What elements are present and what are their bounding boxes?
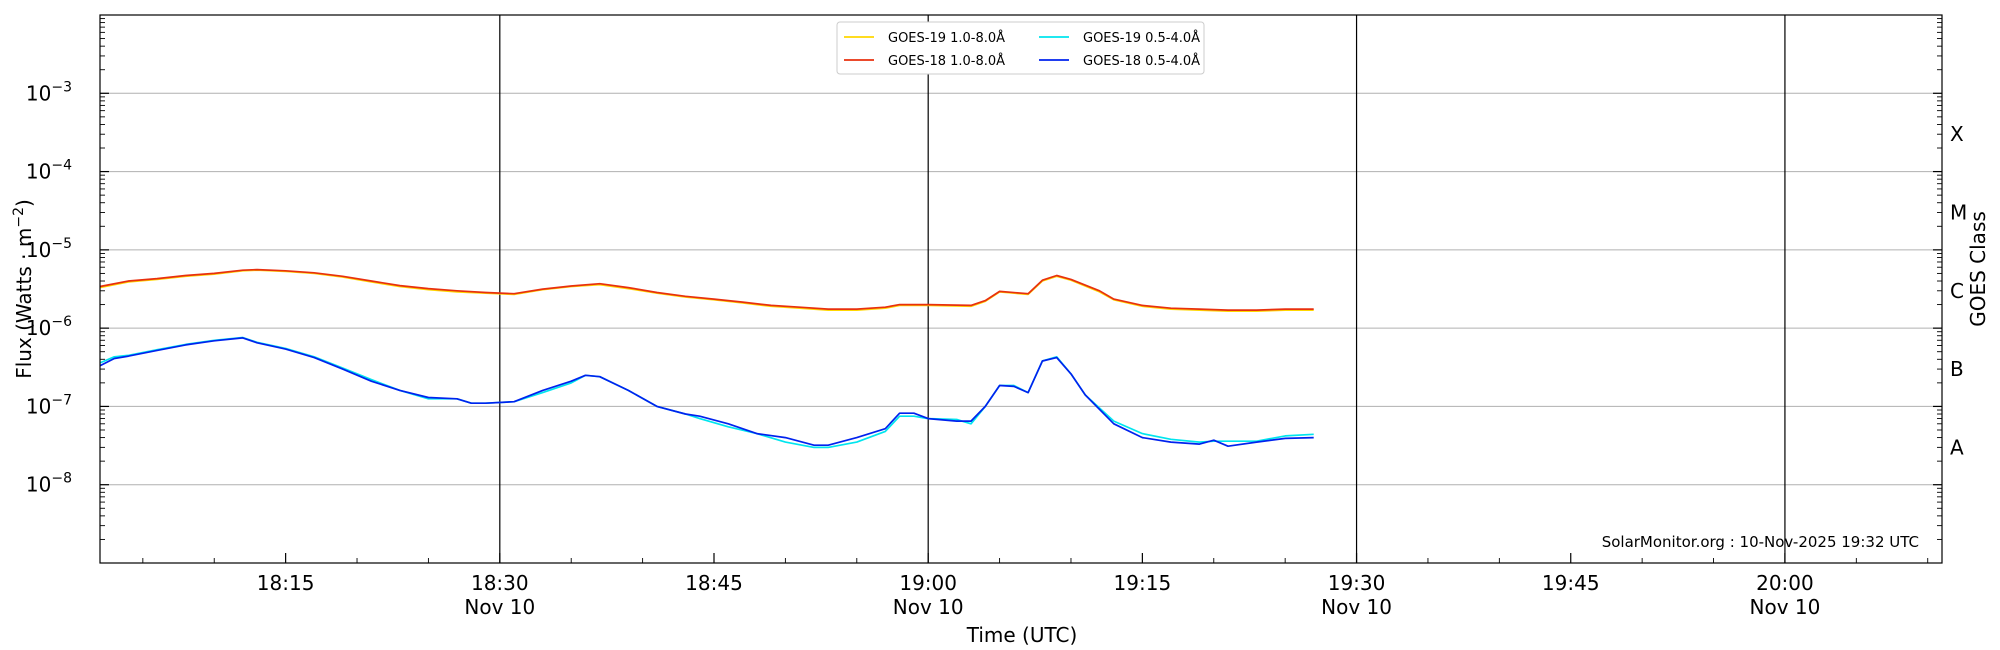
legend-box (836, 21, 1205, 75)
y-tick-label: 10−8 (26, 471, 72, 497)
x-tick-label: 19:00 (899, 571, 957, 595)
y-tick-label: 10−5 (26, 236, 72, 262)
goes-class-label: C (1950, 279, 1964, 303)
series-line (99, 337, 1314, 448)
x-tick-label: 19:15 (1114, 571, 1172, 595)
y-tick-label: 10−7 (26, 392, 72, 418)
plot-frame (99, 14, 1943, 564)
x-tick-label: 20:00 (1756, 571, 1814, 595)
y-tick-label: 10−3 (26, 79, 72, 105)
goes-class-label: X (1950, 122, 1964, 146)
x-tick-label: 18:30 (471, 571, 529, 595)
legend-label: GOES-18 1.0-8.0Å (888, 53, 1005, 69)
legend-label: GOES-19 1.0-8.0Å (888, 30, 1005, 46)
y-axis-title-main: Flux (Watts · m (12, 228, 36, 379)
x-tick-label: 18:15 (257, 571, 315, 595)
x-tick-label: 18:45 (685, 571, 743, 595)
x-axis-title: Time (UTC) (966, 623, 1078, 647)
legend: GOES-19 1.0-8.0Å GOES-18 1.0-8.0Å GOES-19 … (836, 21, 1205, 75)
y-tick-label: 10−6 (26, 314, 72, 340)
legend-label: GOES-19 0.5-4.0Å (1083, 30, 1200, 46)
x-tick-label: 19:45 (1542, 571, 1600, 595)
series-line (99, 269, 1314, 312)
goes-class-label: B (1950, 357, 1964, 381)
series-line (99, 268, 1314, 311)
goes-class-labels: X M C B A (1950, 122, 1967, 459)
y-axis-title-exponent: −2 (11, 207, 27, 228)
y-axis-ticks: 10−8 10−7 10−6 10−5 10−4 10−3 (26, 18, 1942, 540)
y-axis-title-close: ) (12, 199, 36, 207)
goes-class-label: A (1950, 435, 1964, 459)
grid-lines (100, 92, 1942, 486)
x-tick-sublabel: Nov 10 (893, 595, 964, 619)
goes-class-label: M (1950, 201, 1967, 225)
y-tick-label: 10−4 (26, 158, 72, 184)
goes-class-axis-title: GOES Class (1966, 211, 1990, 327)
series-line (99, 336, 1314, 449)
credit-text: SolarMonitor.org : 10-Nov-2025 19:32 UTC (1602, 533, 1919, 551)
x-tick-sublabel: Nov 10 (464, 595, 535, 619)
half-hour-lines (499, 15, 1786, 563)
x-tick-sublabel: Nov 10 (1750, 595, 1821, 619)
y-axis-title: Flux (Watts · m−2) (11, 199, 36, 379)
legend-label: GOES-18 0.5-4.0Å (1083, 53, 1200, 69)
flux-series (99, 268, 1314, 449)
x-tick-sublabel: Nov 10 (1321, 595, 1392, 619)
x-tick-label: 19:30 (1328, 571, 1386, 595)
